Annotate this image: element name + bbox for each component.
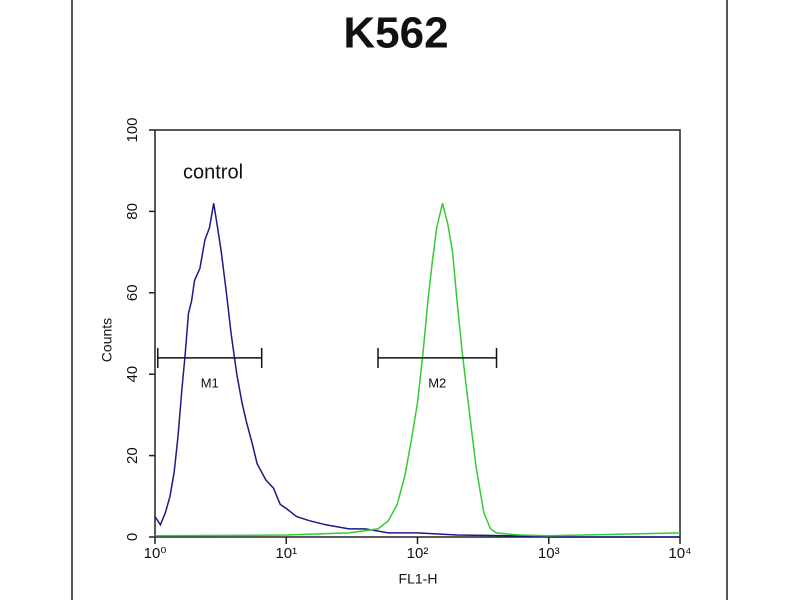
y-tick-label: 20	[124, 447, 141, 464]
x-axis-label: FL1-H	[399, 571, 438, 587]
y-tick-label: 60	[124, 284, 141, 301]
y-axis-label: Counts	[99, 318, 115, 362]
series-line	[154, 203, 681, 537]
gate-label: M2	[428, 375, 446, 390]
annotation: control	[183, 161, 243, 183]
x-tick-label: 10⁴	[668, 545, 691, 562]
chart-title: K562	[343, 9, 448, 58]
series-line	[154, 203, 680, 538]
gate-label: M1	[201, 375, 219, 390]
y-tick-label: 0	[124, 533, 141, 541]
y-tick-label: 80	[124, 203, 141, 220]
x-tick-label: 10³	[538, 545, 560, 562]
x-tick-label: 10²	[407, 545, 429, 562]
x-tick-label: 10⁰	[144, 545, 167, 562]
y-tick-label: 40	[124, 366, 141, 383]
x-tick-label: 10¹	[275, 545, 297, 562]
plot-frame	[154, 129, 681, 538]
y-tick-label: 100	[124, 117, 141, 142]
